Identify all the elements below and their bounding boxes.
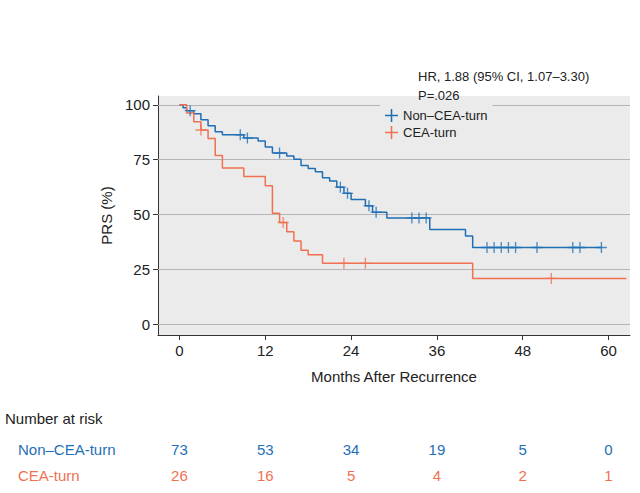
svg-text:HR, 1.88 (95% CI, 1.07–3.30): HR, 1.88 (95% CI, 1.07–3.30): [418, 69, 589, 84]
svg-text:0: 0: [604, 441, 612, 458]
svg-text:26: 26: [171, 467, 188, 484]
svg-text:2: 2: [519, 467, 527, 484]
svg-text:100: 100: [125, 96, 150, 113]
svg-text:34: 34: [343, 441, 360, 458]
svg-text:Non–CEA-turn: Non–CEA-turn: [18, 441, 116, 458]
svg-text:1: 1: [604, 467, 612, 484]
svg-text:24: 24: [343, 342, 360, 359]
svg-text:36: 36: [429, 342, 446, 359]
svg-text:CEA-turn: CEA-turn: [403, 125, 456, 140]
svg-text:75: 75: [133, 151, 150, 168]
svg-text:0: 0: [175, 342, 183, 359]
svg-text:5: 5: [519, 441, 527, 458]
svg-text:48: 48: [514, 342, 531, 359]
svg-text:4: 4: [433, 467, 441, 484]
svg-text:CEA-turn: CEA-turn: [18, 467, 80, 484]
svg-text:Number at risk: Number at risk: [5, 410, 103, 427]
svg-text:50: 50: [133, 206, 150, 223]
svg-text:P=.026: P=.026: [418, 88, 460, 103]
svg-text:73: 73: [171, 441, 188, 458]
svg-text:12: 12: [257, 342, 274, 359]
svg-text:53: 53: [257, 441, 274, 458]
svg-text:Non–CEA-turn: Non–CEA-turn: [403, 108, 488, 123]
svg-text:60: 60: [600, 342, 617, 359]
svg-text:16: 16: [257, 467, 274, 484]
svg-text:Months After Recurrence: Months After Recurrence: [311, 368, 477, 385]
svg-text:5: 5: [347, 467, 355, 484]
svg-text:0: 0: [142, 316, 150, 333]
svg-text:PRS (%): PRS (%): [98, 186, 115, 244]
svg-text:25: 25: [133, 261, 150, 278]
svg-text:19: 19: [429, 441, 446, 458]
